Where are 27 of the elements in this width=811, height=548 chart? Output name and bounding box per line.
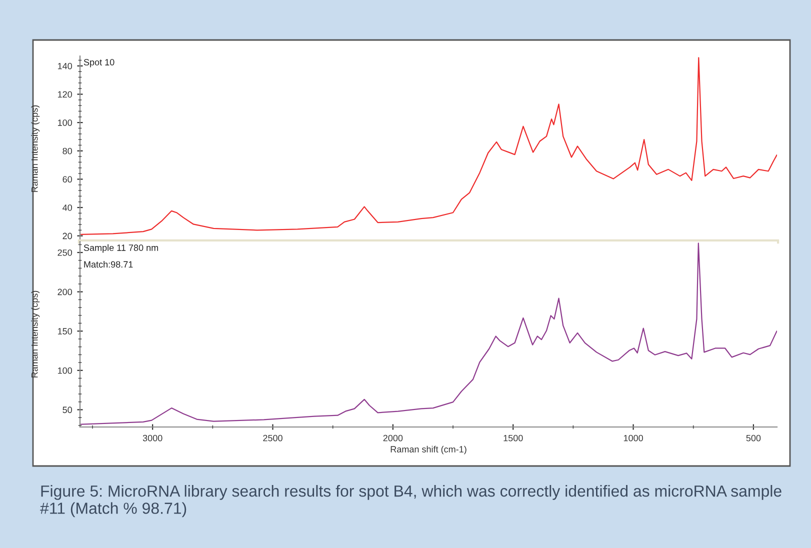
annotation: Spot 10 (84, 59, 114, 68)
x-tick-label: 3000 (142, 434, 162, 442)
line-series (80, 242, 777, 425)
x-tick-label: 1000 (624, 434, 643, 442)
y-tick-label: 120 (58, 91, 72, 98)
line-series (80, 57, 777, 235)
x-tick-label: 2500 (263, 434, 282, 442)
y-tick-label: 140 (58, 62, 72, 70)
y-tick-label: 250 (58, 249, 72, 256)
x-axis-title: Raman shift (cm-1) (390, 446, 466, 454)
y-tick-label: 20 (62, 232, 72, 240)
x-tick-label: 1500 (504, 434, 523, 442)
y-tick-label: 100 (58, 367, 72, 374)
y-tick-label: 150 (58, 328, 72, 334)
y-tick-label: 80 (62, 148, 72, 154)
caption: Figure 5: MicroRNA library search results for spot B4, which was correctly identified as microRNA sample #11 (Match % 98.71) (40, 485, 782, 518)
y-tick-label: 60 (62, 176, 72, 183)
y-axis-title: Raman Intensity (cps) (31, 290, 40, 378)
x-tick-label: 2000 (383, 434, 403, 442)
annotation: Match:98.71 (84, 260, 133, 268)
annotation: Sample 11 780 nm (84, 244, 158, 253)
y-axis-title: Raman Intensity (cps) (31, 105, 40, 192)
y-tick-label: 200 (58, 288, 72, 296)
y-tick-label: 50 (62, 406, 72, 414)
y-tick-label: 100 (58, 120, 72, 126)
y-tick-label: 40 (62, 204, 72, 211)
x-tick-label: 500 (746, 434, 761, 442)
